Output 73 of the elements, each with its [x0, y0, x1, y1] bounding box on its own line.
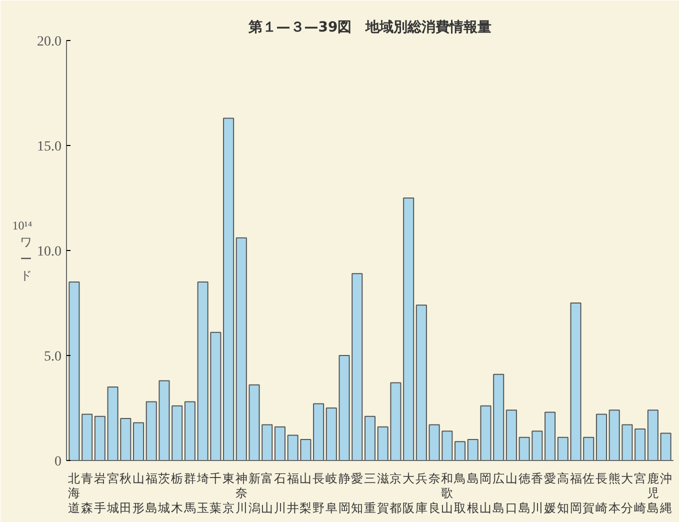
category-label: 群馬	[184, 472, 196, 515]
bar	[454, 441, 466, 460]
x-tick-label: 鹿児島	[646, 472, 659, 515]
category-label: 福島	[145, 472, 158, 515]
x-tick-label: 和歌山	[441, 472, 454, 515]
category-label: 福井	[286, 472, 299, 515]
bar	[596, 414, 607, 460]
category-label: 岡山	[480, 472, 492, 515]
category-label: 新潟	[248, 472, 260, 515]
category-label: 佐賀	[582, 472, 595, 515]
category-label: 熊本	[608, 472, 620, 515]
category-label: 埼玉	[196, 472, 209, 515]
category-label: 長崎	[595, 472, 608, 515]
y-tick-label: 20.0	[37, 34, 62, 50]
bar	[544, 412, 556, 460]
bar	[416, 304, 427, 460]
bar	[660, 432, 672, 460]
bar	[313, 403, 324, 460]
category-label: 青森	[81, 472, 94, 515]
category-label: 奈良	[428, 472, 440, 515]
bar	[634, 428, 646, 460]
category-label: 愛知	[351, 472, 364, 515]
category-label: 広島	[492, 472, 505, 515]
y-tick-label: 5.0	[44, 350, 62, 364]
x-tick-label: 神奈川	[235, 472, 248, 515]
y-tick-label: 15.0	[37, 140, 62, 154]
category-label: 三重	[364, 472, 376, 515]
category-label: 愛媛	[544, 472, 556, 515]
bar	[82, 414, 93, 460]
category-label: 岩手	[94, 472, 106, 515]
category-label: 福岡	[570, 472, 582, 515]
bar	[364, 416, 376, 460]
category-label: 千葉	[210, 472, 222, 515]
category-label: 山形	[132, 472, 145, 515]
category-label: 静岡	[338, 472, 350, 515]
category-label: 鳥取	[454, 472, 466, 515]
category-label: 高知	[556, 472, 569, 515]
category-label: 島根	[466, 472, 479, 515]
bar	[403, 198, 414, 460]
category-label: 秋田	[120, 472, 132, 515]
bar	[326, 408, 337, 460]
category-label: 富山	[261, 472, 274, 515]
bar	[223, 118, 234, 460]
bar	[94, 416, 106, 460]
category-label: 大阪	[402, 472, 415, 515]
category-label: 大分	[621, 472, 634, 515]
category-label: 香川	[531, 472, 544, 515]
bar	[133, 422, 144, 460]
y-axis-title: 10¹⁴ワード	[12, 218, 32, 283]
y-tick-label: 0	[54, 454, 62, 470]
category-label: 徳島	[518, 472, 530, 515]
category-label: 宮城	[106, 472, 119, 515]
category-label: 石川	[274, 472, 286, 515]
x-tick-label: 北海道	[68, 472, 80, 515]
category-label: 滋賀	[376, 472, 389, 515]
chart-title: 第１—３—39図 地域別総消費情報量	[247, 20, 492, 36]
category-label: 岐阜	[325, 472, 338, 515]
bar	[647, 410, 658, 460]
y-tick-label: 10.0	[37, 244, 62, 260]
category-label: 京都	[390, 472, 402, 515]
category-label: 長野	[312, 472, 325, 515]
bar	[274, 426, 286, 460]
bar	[506, 410, 517, 460]
category-label: 兵庫	[415, 472, 428, 515]
category-label: 沖縄	[660, 472, 672, 515]
category-label: 茨城	[158, 472, 170, 515]
category-label: 山口	[505, 472, 518, 515]
category-label: 山梨	[300, 472, 312, 515]
bar	[184, 401, 196, 460]
category-label: 宮崎	[634, 472, 646, 515]
category-label: 東京	[222, 472, 235, 515]
category-label: 栃木	[171, 472, 184, 515]
bar	[68, 282, 80, 460]
